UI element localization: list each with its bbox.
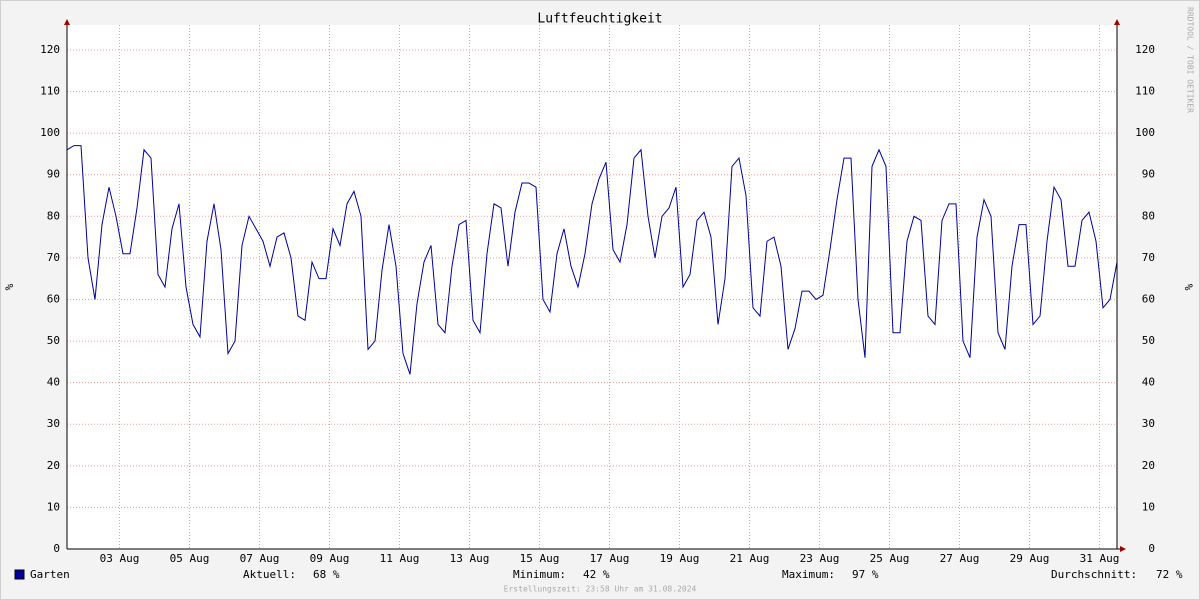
y2-tick-label: 110 — [1135, 85, 1155, 98]
y2-tick-label: 50 — [1142, 334, 1155, 347]
legend-label: Garten — [30, 568, 70, 581]
x-tick-label: 07 Aug — [240, 552, 280, 565]
stat-value: 72 % — [1156, 568, 1183, 581]
y-tick-label: 90 — [47, 168, 60, 181]
x-tick-label: 25 Aug — [870, 552, 910, 565]
y2-axis-label: % — [1182, 284, 1195, 291]
x-tick-label: 23 Aug — [800, 552, 840, 565]
y-axis-label: % — [3, 283, 16, 290]
y-tick-label: 110 — [40, 85, 60, 98]
axis-arrow — [1120, 546, 1126, 552]
grid — [67, 25, 1117, 550]
x-tick-label: 19 Aug — [660, 552, 700, 565]
data-line — [66, 145, 1118, 375]
x-tick-label: 09 Aug — [310, 552, 350, 565]
y-tick-label: 80 — [47, 209, 60, 222]
y2-tick-label: 100 — [1135, 126, 1155, 139]
marks — [66, 145, 1118, 375]
y2-tick-label: 60 — [1142, 292, 1155, 305]
x-tick-label: 13 Aug — [450, 552, 490, 565]
y2-tick-label: 120 — [1135, 43, 1155, 56]
footer: Erstellungszeit: 23:58 Uhr am 31.08.2024 — [504, 585, 697, 594]
y2-tick-label: 40 — [1142, 376, 1155, 389]
y-tick-label: 20 — [47, 459, 60, 472]
x-tick-label: 29 Aug — [1010, 552, 1050, 565]
y-tick-label: 30 — [47, 417, 60, 430]
y-tick-label: 100 — [40, 126, 60, 139]
stat-name: Aktuell: — [243, 568, 296, 581]
watermark: RRDTOOL / TOBI OETIKER — [1186, 7, 1195, 113]
y2-tick-label: 80 — [1142, 209, 1155, 222]
y-tick-label: 70 — [47, 251, 60, 264]
stat-value: 97 % — [852, 568, 879, 581]
y-tick-label: 60 — [47, 292, 60, 305]
x-tick-label: 15 Aug — [520, 552, 560, 565]
y2-tick-label: 20 — [1142, 459, 1155, 472]
plot-area — [67, 25, 1117, 549]
x-tick-label: 11 Aug — [380, 552, 420, 565]
stat-name: Maximum: — [782, 568, 835, 581]
axis-arrow — [1114, 19, 1120, 25]
stat-value: 42 % — [583, 568, 610, 581]
stat-name: Minimum: — [513, 568, 566, 581]
y-tick-label: 10 — [47, 500, 60, 513]
stat-name: Durchschnitt: — [1051, 568, 1137, 581]
y2-tick-label: 90 — [1142, 168, 1155, 181]
y2-tick-label: 70 — [1142, 251, 1155, 264]
stat-value: 68 % — [313, 568, 340, 581]
legend-swatch — [14, 569, 25, 580]
y-tick-label: 50 — [47, 334, 60, 347]
y2-tick-label: 0 — [1148, 542, 1155, 555]
y2-tick-label: 10 — [1142, 500, 1155, 513]
y-tick-label: 0 — [53, 542, 60, 555]
chart-title: Luftfeuchtigkeit — [537, 12, 662, 27]
y-tick-label: 40 — [47, 376, 60, 389]
x-tick-label: 21 Aug — [730, 552, 770, 565]
x-tick-label: 03 Aug — [100, 552, 140, 565]
y2-tick-label: 30 — [1142, 417, 1155, 430]
x-tick-label: 05 Aug — [170, 552, 210, 565]
axis-arrow — [64, 19, 70, 25]
x-tick-label: 17 Aug — [590, 552, 630, 565]
y-tick-label: 120 — [40, 43, 60, 56]
x-tick-label: 31 Aug — [1080, 552, 1120, 565]
x-tick-label: 27 Aug — [940, 552, 980, 565]
